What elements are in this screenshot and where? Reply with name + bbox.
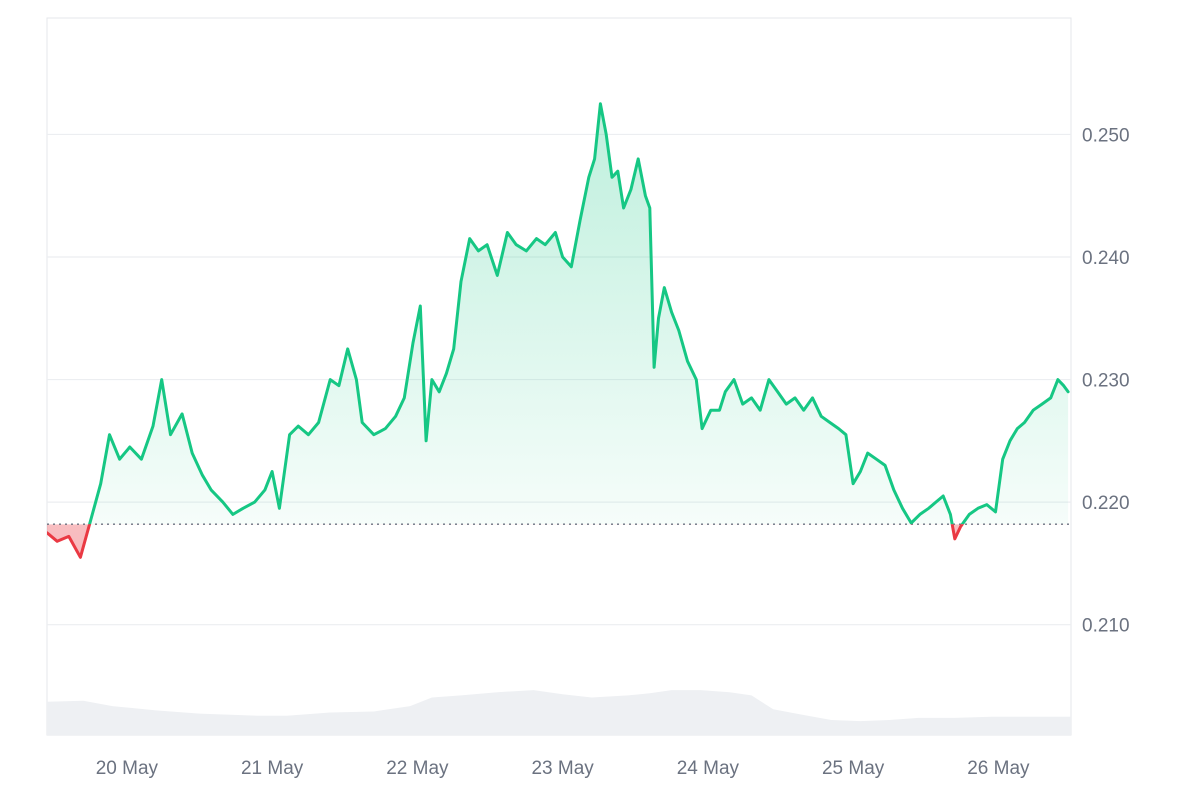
x-tick-label: 26 May bbox=[967, 758, 1030, 779]
x-tick-label: 22 May bbox=[386, 758, 449, 779]
series-layer bbox=[47, 102, 1071, 559]
x-tick-label: 20 May bbox=[96, 758, 159, 779]
price-line-above-baseline bbox=[88, 102, 1070, 525]
y-tick-label: 0.210 bbox=[1082, 616, 1130, 637]
x-tick-label: 25 May bbox=[822, 758, 885, 779]
x-tick-label: 24 May bbox=[677, 758, 740, 779]
price-area-above-baseline bbox=[89, 103, 1069, 525]
axis-layer: 0.210 0.220 0.230 0.240 0.250 20 May 21 May 22 … bbox=[96, 125, 1130, 779]
x-tick-label: 21 May bbox=[241, 758, 304, 779]
x-tick-label: 23 May bbox=[531, 758, 594, 779]
y-tick-label: 0.230 bbox=[1082, 371, 1130, 392]
y-tick-label: 0.250 bbox=[1082, 125, 1130, 146]
y-tick-label: 0.220 bbox=[1082, 493, 1130, 514]
volume-layer bbox=[47, 690, 1071, 735]
volume-area bbox=[47, 690, 1071, 735]
y-tick-label: 0.240 bbox=[1082, 248, 1130, 269]
